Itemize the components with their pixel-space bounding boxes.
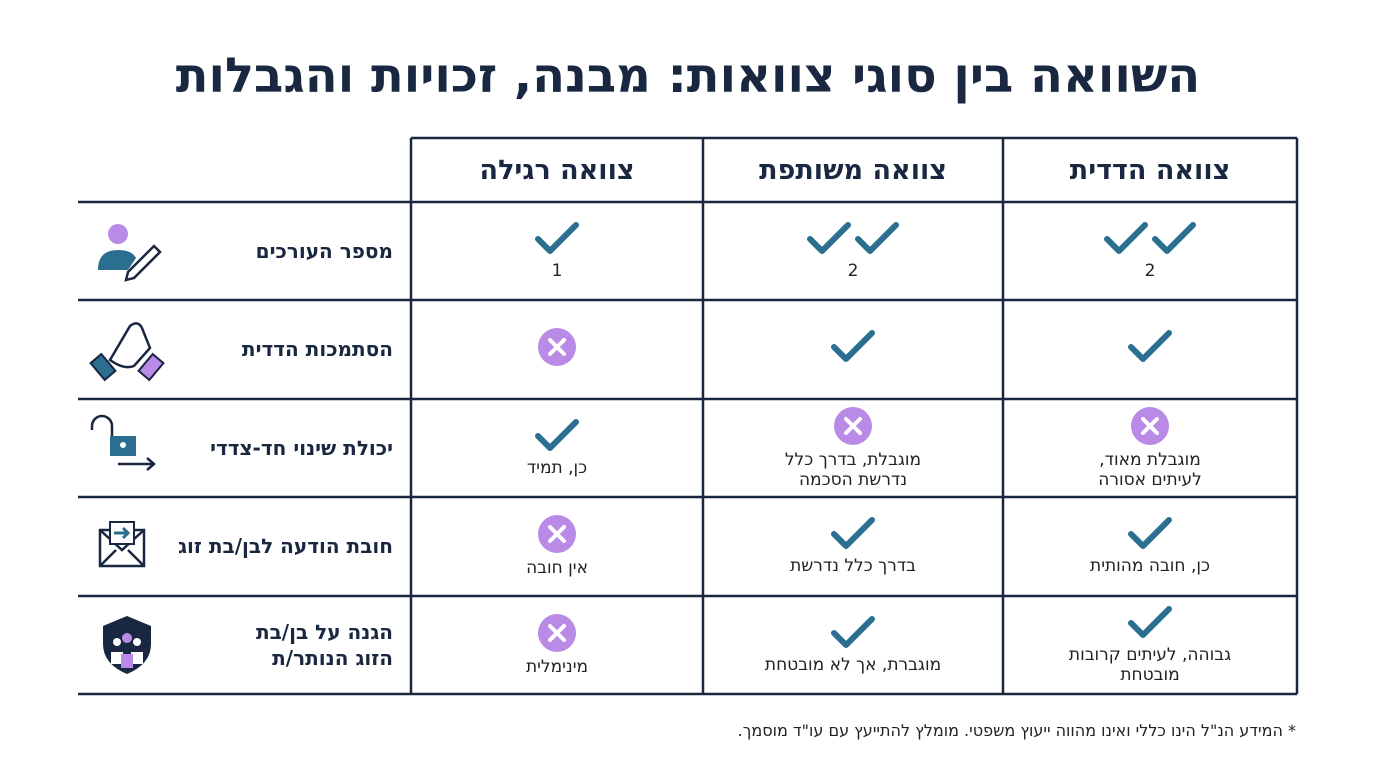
check [1126,329,1174,365]
cell-text: מוגברת, אך לא מובטחת [764,655,942,675]
cell: 2 [1003,202,1297,300]
label-line: הגנה על בן/בת [255,620,393,644]
cross [833,406,873,446]
check [1126,605,1174,641]
cell: כן, תמיד [411,399,703,497]
cell-text: נדרשת הסכמה [798,470,908,490]
cell [411,300,703,398]
title: השוואה בין סוגי צוואות: מבנה, זכויות והג… [175,48,1201,104]
cell: גבוהה, לעיתים קרובות מובטחת [1003,596,1297,694]
icon-envelope [98,521,146,568]
check [533,221,581,257]
footnote: * המידע הנ"ל הינו כללי ואינו מהווה ייעוץ… [737,721,1296,740]
cell-text: 2 [847,261,859,281]
cell: אין חובה [411,497,703,595]
icon-unlock [90,414,156,471]
label-line: חובת הודעה לבן/בת זוג [178,534,393,558]
check [1126,516,1174,552]
label-line: הסתמכות הדדית [241,337,393,361]
check [829,615,877,651]
row-label: הסתמכות הדדית [175,300,393,398]
label-line: מספר העורכים [255,239,393,263]
icon-editors [98,224,162,282]
cell-text: מינימלית [525,657,589,677]
column-header: צוואה הדדית [1069,154,1231,186]
cell-text: לעיתים אסורה [1098,470,1202,490]
cell: בדרך כלל נדרשת [703,497,1003,595]
icon-shield [103,616,151,674]
cell-text: כן, חובה מהותית [1090,556,1210,576]
column-header: צוואה משותפת [759,154,947,186]
cell: 1 [411,202,703,300]
cell: מוגבלת, בדרך כלל נדרשת הסכמה [703,399,1003,497]
double-check [1102,221,1198,257]
cell: כן, חובה מהותית [1003,497,1297,595]
cell-text: מוגבלת מאוד, [1099,450,1201,470]
cross [537,613,577,653]
cell-text: מובטחת [1120,665,1180,685]
icon-handshake [89,322,165,382]
cell: 2 [703,202,1003,300]
label-line: יכולת שינוי חד-צדדי [210,436,393,460]
cell-text: כן, תמיד [526,458,588,478]
row-label: יכולת שינוי חד-צדדי [175,399,393,497]
cell [1003,300,1297,398]
cell-text: 1 [551,261,563,281]
cell-text: מוגבלת, בדרך כלל [784,450,922,470]
cell-text: אין חובה [526,558,588,578]
cell-text: בדרך כלל נדרשת [790,556,916,576]
label-line: הזוג הנותר/ת [272,646,393,670]
row-label: הגנה על בן/בת הזוג הנותר/ת [175,596,393,694]
cell-text: גבוהה, לעיתים קרובות [1068,645,1232,665]
check [829,329,877,365]
column-header: צוואה רגילה [479,154,635,186]
cell [703,300,1003,398]
check [829,516,877,552]
row-label: חובת הודעה לבן/בת זוג [175,497,393,595]
cross [537,327,577,367]
cross [1130,406,1170,446]
row-label: מספר העורכים [175,202,393,300]
cross [537,514,577,554]
double-check [805,221,901,257]
cell-text: 2 [1144,261,1156,281]
cell: מינימלית [411,596,703,694]
cell: מוגברת, אך לא מובטחת [703,596,1003,694]
check [533,418,581,454]
cell: מוגבלת מאוד, לעיתים אסורה [1003,399,1297,497]
